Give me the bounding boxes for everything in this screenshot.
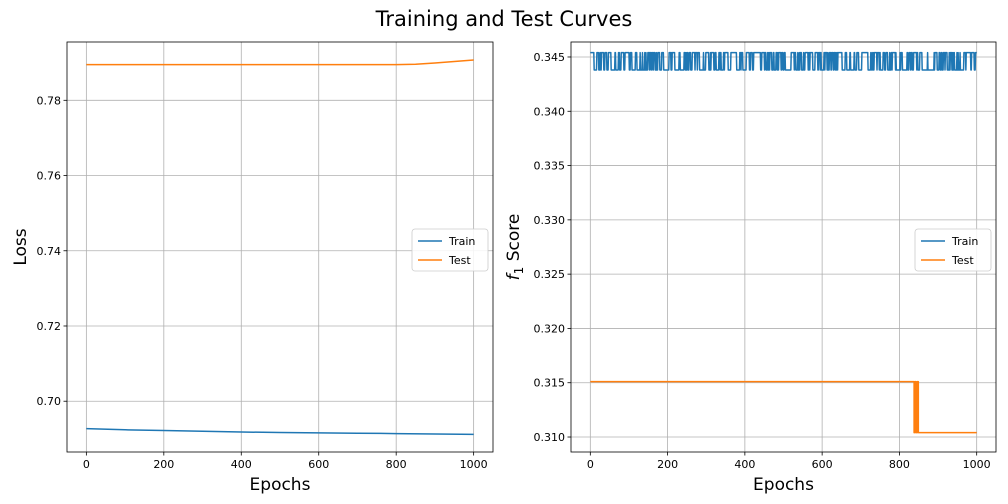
series-group <box>589 51 978 434</box>
x-tick-label: 0 <box>587 458 594 471</box>
y-tick-label: 0.72 <box>37 320 62 333</box>
y-tick-label: 0.335 <box>534 160 566 173</box>
y-axis-label: Loss <box>11 228 31 265</box>
series-line-test <box>590 380 977 434</box>
axes-frame <box>66 41 494 453</box>
legend: Train Test <box>914 228 992 272</box>
y-tick-label: 0.70 <box>37 395 62 408</box>
legend-label-train: Train <box>448 235 475 248</box>
y-tick-label: 0.345 <box>534 51 566 64</box>
x-tick-label: 800 <box>889 458 910 471</box>
x-tick-label: 1000 <box>460 458 488 471</box>
y-axis-label: f1 Score <box>504 214 526 281</box>
x-tick-label: 400 <box>734 458 755 471</box>
x-axis-label: Epochs <box>753 475 814 495</box>
y-tick-label: 0.74 <box>37 245 62 258</box>
legend-label-test: Test <box>951 254 974 267</box>
y-tick-label: 0.310 <box>534 431 566 444</box>
x-tick-label: 600 <box>812 458 833 471</box>
x-axis-label: Epochs <box>250 475 311 495</box>
y-tick-label: 0.325 <box>534 268 566 281</box>
series-group <box>86 59 474 436</box>
axes-frame <box>570 41 997 453</box>
legend-label-train: Train <box>951 235 978 248</box>
y-tick-label: 0.340 <box>534 105 566 118</box>
figure-title: Training and Test Curves <box>375 7 633 31</box>
series-line-test <box>86 59 474 66</box>
x-tick-label: 0 <box>83 458 90 471</box>
legend: Train Test <box>411 228 489 272</box>
x-tick-label: 400 <box>231 458 252 471</box>
series-line-train <box>86 427 474 436</box>
series-line-train <box>589 51 978 71</box>
y-tick-label: 0.320 <box>534 322 566 335</box>
loss-chart: 0 200 400 600 800 1000 0.70 0.72 0.74 0.76 0.78 Epo… <box>11 41 494 495</box>
f1-score-chart: 0 200 400 600 800 1000 0.310 0.315 0.320 0.325 0.3… <box>504 41 997 495</box>
x-tick-label: 600 <box>308 458 329 471</box>
legend-label-test: Test <box>448 254 471 267</box>
x-tick-label: 800 <box>386 458 407 471</box>
x-tick-label: 200 <box>153 458 174 471</box>
y-tick-label: 0.76 <box>37 170 62 183</box>
y-tick-label: 0.78 <box>37 94 62 107</box>
x-tick-label: 1000 <box>963 458 991 471</box>
y-tick-label: 0.330 <box>534 214 566 227</box>
y-tick-label: 0.315 <box>534 377 566 390</box>
x-tick-label: 200 <box>657 458 678 471</box>
